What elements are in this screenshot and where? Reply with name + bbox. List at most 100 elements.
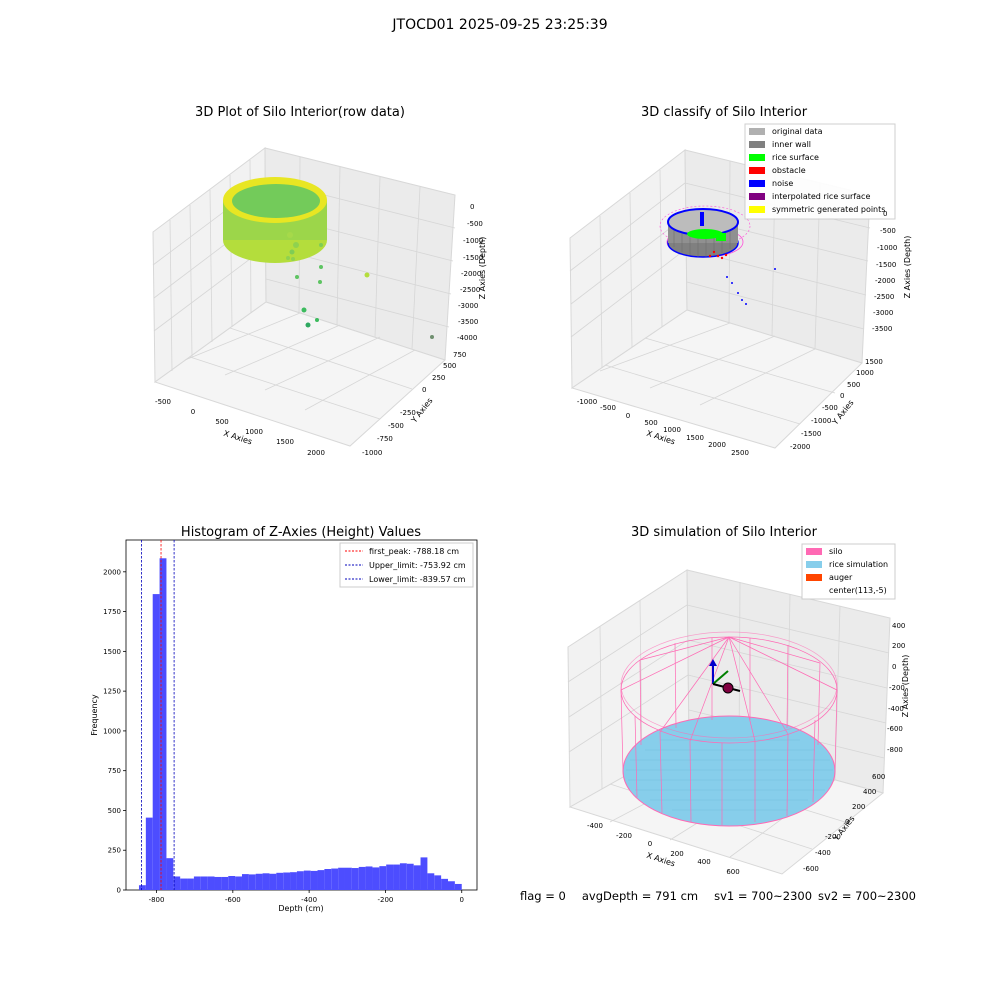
svg-text:400: 400 — [697, 858, 710, 866]
simulation-plot-title: 3D simulation of Silo Interior — [631, 525, 818, 540]
histogram-bar — [393, 864, 400, 890]
histogram-bar — [235, 876, 242, 890]
svg-text:1000: 1000 — [245, 428, 263, 436]
histogram-y-label: Frequency — [90, 694, 99, 736]
svg-text:-2500: -2500 — [874, 293, 894, 301]
x-tick-label: -200 — [377, 896, 393, 904]
svg-text:-1000: -1000 — [463, 237, 483, 245]
status-sv1: sv1 = 700~2300 — [714, 889, 813, 903]
histogram-bar — [317, 870, 325, 890]
svg-text:-750: -750 — [377, 435, 393, 443]
histogram-bar — [365, 866, 373, 890]
histogram-bar — [200, 876, 208, 890]
histogram-bar — [152, 594, 160, 890]
histogram-x-ticks: -800 -600 -400 -200 0 — [149, 890, 464, 904]
svg-text:-200: -200 — [825, 833, 841, 841]
svg-text:-3000: -3000 — [873, 309, 893, 317]
histogram-bar — [399, 863, 407, 890]
histogram-bar — [207, 876, 215, 890]
svg-text:750: 750 — [453, 351, 466, 359]
svg-text:-3500: -3500 — [458, 318, 478, 326]
histogram-bar — [138, 885, 146, 890]
legend-label-original-data: original data — [772, 127, 823, 136]
legend-swatch-original-data — [749, 128, 765, 135]
histogram-bar — [358, 866, 366, 890]
raw-cloud-surface — [232, 184, 320, 218]
svg-text:-1500: -1500 — [801, 430, 821, 438]
svg-text:-2000: -2000 — [875, 277, 895, 285]
histogram-bar — [283, 872, 291, 890]
svg-text:-500: -500 — [600, 404, 616, 412]
classify-legend: original data inner wall rice surface ob… — [744, 123, 896, 220]
svg-text:-1500: -1500 — [876, 261, 896, 269]
y-tick-label: 750 — [108, 767, 121, 775]
svg-text:2000: 2000 — [708, 441, 726, 449]
svg-text:-3000: -3000 — [458, 302, 478, 310]
histogram-bar — [303, 870, 311, 890]
legend-label-first-peak: first_peak: -788.18 cm — [369, 547, 459, 556]
legend-swatch-obstacle — [749, 167, 765, 174]
classify-plot-title: 3D classify of Silo Interior — [641, 105, 808, 120]
legend-label-center: center(113,-5) — [829, 586, 887, 595]
histogram-bar — [379, 866, 387, 890]
svg-text:-400: -400 — [888, 705, 904, 713]
histogram-bar — [166, 858, 174, 890]
svg-text:-600: -600 — [887, 725, 903, 733]
legend-label-lower-limit: Lower_limit: -839.57 cm — [369, 575, 466, 584]
svg-text:400: 400 — [892, 622, 905, 630]
svg-text:-400: -400 — [815, 849, 831, 857]
y-tick-label: 250 — [108, 847, 121, 855]
svg-text:600: 600 — [726, 868, 739, 876]
raw-outliers — [286, 232, 434, 339]
svg-text:0: 0 — [191, 408, 195, 416]
legend-swatch-inner-wall — [749, 141, 765, 148]
histogram-title: Histogram of Z-Axies (Height) Values — [181, 525, 421, 540]
svg-text:0: 0 — [845, 818, 849, 826]
simulation-z-label: Z Axies (Depth) — [901, 655, 910, 718]
svg-text:500: 500 — [443, 362, 456, 370]
histogram-bar — [310, 870, 318, 890]
histogram-bar — [290, 872, 297, 890]
x-tick-label: -400 — [301, 896, 317, 904]
svg-text:-500: -500 — [822, 404, 838, 412]
svg-text:2500: 2500 — [731, 449, 749, 457]
legend-swatch-auger — [806, 574, 822, 581]
legend-swatch-noise — [749, 180, 765, 187]
svg-text:0: 0 — [892, 663, 896, 671]
svg-text:-400: -400 — [587, 822, 603, 830]
svg-text:0: 0 — [840, 392, 844, 400]
raw-3d-plot: 3D Plot of Silo Interior(row data) -500 … — [152, 105, 487, 457]
histogram-bar — [180, 878, 188, 890]
y-tick-label: 1750 — [103, 608, 121, 616]
svg-text:600: 600 — [872, 773, 885, 781]
histogram-bar — [193, 876, 201, 890]
svg-text:-200: -200 — [616, 832, 632, 840]
svg-text:0: 0 — [470, 203, 474, 211]
legend-label-rice-surface: rice surface — [772, 153, 819, 162]
raw-plot-title: 3D Plot of Silo Interior(row data) — [195, 105, 405, 120]
histogram-bar — [255, 873, 263, 890]
svg-text:200: 200 — [892, 642, 905, 650]
svg-text:-1000: -1000 — [577, 398, 597, 406]
simulation-legend: silo rice simulation auger center(113,-5… — [801, 543, 896, 600]
svg-text:-1000: -1000 — [877, 244, 897, 252]
legend-label-auger: auger — [829, 573, 853, 582]
auger-center-marker — [709, 659, 741, 694]
histogram-bar — [228, 876, 236, 890]
svg-text:500: 500 — [644, 419, 657, 427]
histogram-bar — [296, 871, 304, 890]
legend-label-symmetric: symmetric generated points — [772, 205, 885, 214]
y-tick-label: 1000 — [103, 727, 121, 735]
histogram-bar — [386, 864, 394, 890]
histogram-bar — [214, 876, 222, 890]
legend-label-interpolated: interpolated rice surface — [772, 192, 870, 201]
histogram-bar — [372, 867, 380, 890]
histogram-bar — [241, 874, 249, 890]
svg-text:250: 250 — [432, 374, 445, 382]
svg-text:-200: -200 — [889, 684, 905, 692]
histogram-bar — [269, 873, 277, 890]
status-sv2: sv2 = 700~2300 — [818, 889, 916, 903]
svg-text:-500: -500 — [155, 398, 171, 406]
svg-text:1000: 1000 — [856, 369, 874, 377]
svg-text:-3500: -3500 — [872, 325, 892, 333]
